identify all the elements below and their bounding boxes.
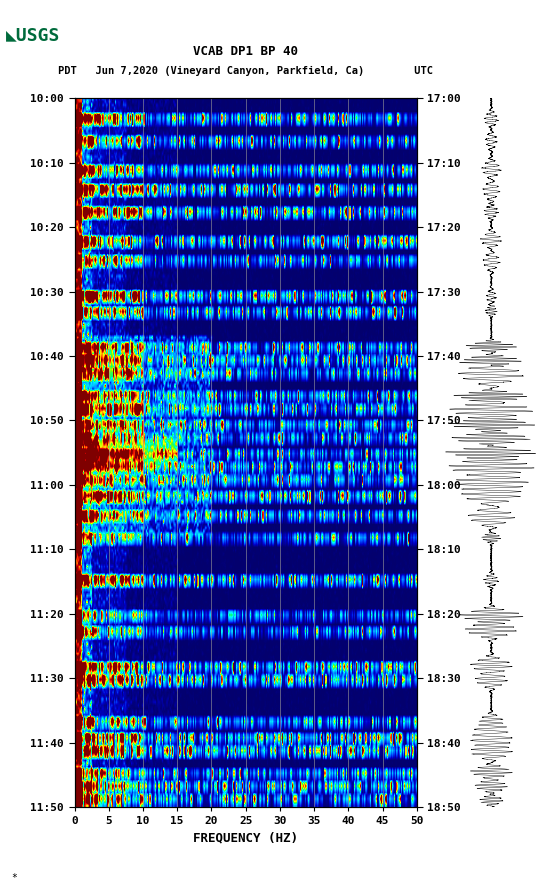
Text: ◣USGS: ◣USGS xyxy=(6,27,60,45)
X-axis label: FREQUENCY (HZ): FREQUENCY (HZ) xyxy=(193,832,298,845)
Text: VCAB DP1 BP 40: VCAB DP1 BP 40 xyxy=(193,45,298,58)
Text: PDT   Jun 7,2020 (Vineyard Canyon, Parkfield, Ca)        UTC: PDT Jun 7,2020 (Vineyard Canyon, Parkfie… xyxy=(58,66,433,76)
Text: *: * xyxy=(11,873,17,883)
